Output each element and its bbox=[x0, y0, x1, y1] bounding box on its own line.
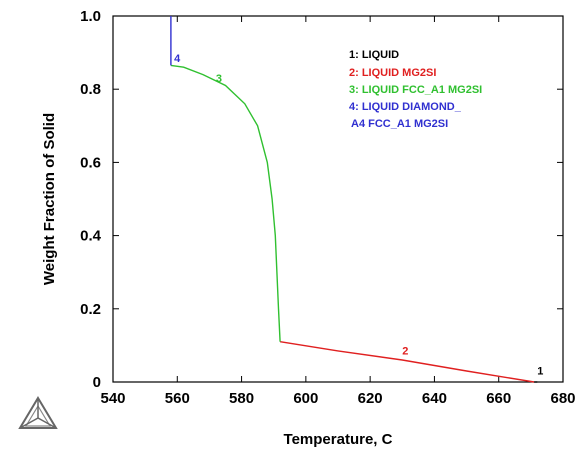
plot-frame bbox=[112, 15, 564, 383]
curve-labels: 1 2 3 4 bbox=[174, 53, 543, 378]
y-axis-title: Weight Fraction of Solid bbox=[41, 113, 58, 285]
x-tick-label: 560 bbox=[165, 390, 190, 407]
x-tick-label: 620 bbox=[358, 390, 383, 407]
series-4-label: 4 bbox=[174, 53, 181, 65]
x-axis-title: Temperature, C bbox=[284, 431, 393, 448]
legend-item-4: 4: LIQUID DIAMOND_ bbox=[349, 101, 462, 113]
axis-ticks: 540 560 580 600 620 640 660 680 0 0.2 0.4 0.6 0.8 1.0 bbox=[80, 8, 575, 407]
x-tick-label: 640 bbox=[422, 390, 447, 407]
x-tick-label: 580 bbox=[229, 390, 254, 407]
data-series bbox=[170, 16, 538, 383]
series-3-line bbox=[170, 64, 281, 342]
legend: 1: LIQUID 2: LIQUID MG2SI 3: LIQUID FCC_… bbox=[349, 49, 482, 130]
y-tick-label: 0 bbox=[93, 374, 101, 391]
legend-item-2: 2: LIQUID MG2SI bbox=[349, 67, 436, 79]
y-tick-label: 0.2 bbox=[80, 301, 101, 318]
x-tick-label: 540 bbox=[100, 390, 125, 407]
thermo-calc-logo bbox=[18, 396, 58, 429]
x-tick-label: 600 bbox=[293, 390, 318, 407]
y-tick-label: 0.8 bbox=[80, 81, 101, 98]
legend-item-1: 1: LIQUID bbox=[349, 49, 399, 61]
x-tick-label: 660 bbox=[486, 390, 511, 407]
series-2-label: 2 bbox=[402, 346, 408, 358]
series-1-label: 1 bbox=[537, 366, 543, 378]
legend-item-4-cont: A4 FCC_A1 MG2SI bbox=[351, 118, 448, 130]
y-tick-label: 0.4 bbox=[80, 228, 102, 245]
series-2-line bbox=[279, 341, 535, 383]
x-tick-label: 680 bbox=[550, 390, 575, 407]
y-tick-label: 0.6 bbox=[80, 154, 101, 171]
legend-item-3: 3: LIQUID FCC_A1 MG2SI bbox=[349, 84, 482, 96]
series-3-label: 3 bbox=[216, 73, 222, 85]
y-tick-label: 1.0 bbox=[80, 8, 101, 25]
